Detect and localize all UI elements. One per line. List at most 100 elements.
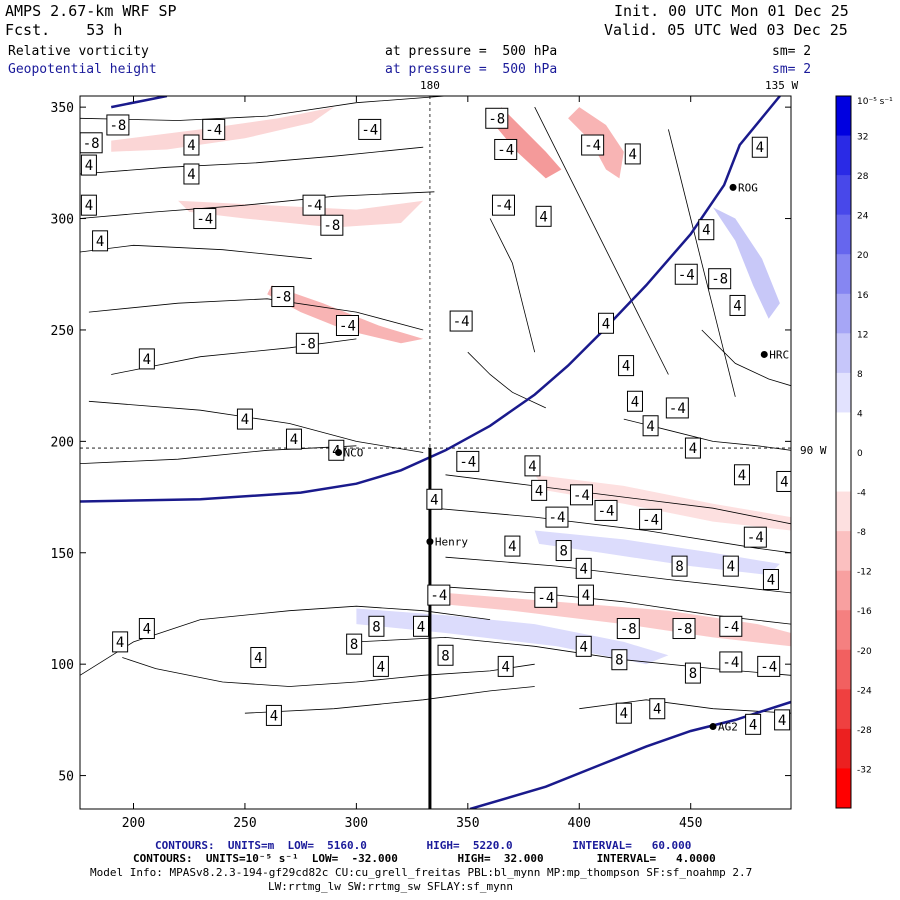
contour-label-text: -4 [361, 122, 378, 138]
contour-label: -8 [616, 618, 640, 640]
vort-contour-17 [534, 106, 669, 375]
station-nco: NCO [335, 447, 363, 460]
y-tick-label: 50 [58, 770, 74, 785]
colorbar-tick-label: 12 [857, 330, 868, 340]
contour-label: 4 [722, 555, 739, 577]
contour-label-box [413, 615, 430, 637]
contour-label-text: 4 [767, 573, 775, 589]
contour-label: 8 [611, 649, 628, 671]
contour-label: 4 [531, 479, 548, 501]
contour-label: 4 [575, 557, 592, 579]
contour-label-box [671, 555, 688, 577]
contour-label-box [733, 464, 750, 486]
contour-label-box [577, 584, 594, 606]
x-tick-label: 350 [456, 816, 479, 831]
contour-label-text: -8 [488, 111, 505, 127]
contour-label: -4 [545, 506, 569, 528]
contour-label-text: -4 [584, 138, 601, 154]
contour-label-text: -4 [722, 619, 739, 635]
station-label: Henry [435, 536, 468, 549]
contour-label-box [250, 646, 267, 668]
contour-label-box [449, 310, 473, 332]
contour-label-text: -8 [299, 336, 316, 352]
colorbar-tick-label: 24 [857, 212, 869, 222]
y-tick-label: 150 [51, 547, 74, 562]
contour-label-box [618, 355, 635, 377]
colorbar-tick-label: 8 [857, 370, 863, 380]
contour-label-text: 4 [85, 198, 93, 214]
plot-frame [79, 95, 792, 810]
contour-label-box [497, 655, 514, 677]
contour-label-text: -8 [711, 272, 728, 288]
contour-label: -4 [719, 651, 743, 673]
contour-label: -4 [569, 484, 593, 506]
colorbar-segment [836, 689, 851, 730]
contour-label-text: 4 [187, 167, 195, 183]
contour-label-text: 4 [631, 394, 639, 410]
contour-label: 4 [265, 704, 282, 726]
axes: 200 250 300 350 400 450 50 100 150 200 250 300 350 [51, 96, 791, 831]
contour-label-text: 8 [441, 648, 449, 664]
station-henry: Henry [426, 536, 468, 549]
contour-label: -4 [193, 208, 217, 230]
contour-label-text: 8 [675, 559, 683, 575]
colorbar-segment [836, 570, 851, 611]
contour-label-box [372, 655, 389, 677]
contour-label: -4 [456, 450, 480, 472]
vort-band-1 [178, 200, 424, 228]
contour-label-box [649, 698, 666, 720]
contour-label-text: 4 [143, 622, 151, 638]
contour-label-box [672, 618, 696, 640]
contour-label-text: -4 [339, 318, 356, 334]
colorbar-segment [836, 96, 851, 137]
contour-label-box [437, 644, 454, 666]
contour-label-text: 4 [602, 316, 610, 332]
contour-label-text: -4 [459, 454, 476, 470]
colorbar: 10⁻⁵ s⁻¹ 32 28 24 20 16 12 8 4 0 -4 -8 -12 -16 -20 -24 -… [835, 95, 893, 809]
contour-label: 4 [80, 194, 97, 216]
contour-label-text: 4 [417, 619, 425, 635]
contour-label-box [504, 535, 521, 557]
contour-label-box [295, 332, 319, 354]
contour-label-box [138, 618, 155, 640]
colorbar-tick-label: -16 [857, 607, 872, 617]
contour-label-box [642, 415, 659, 437]
contour-label: 4 [774, 709, 791, 731]
contour-label-text: -4 [549, 510, 566, 526]
contour-label: 4 [624, 143, 641, 165]
contour-label-text: 8 [559, 544, 567, 560]
contour-label-box [639, 508, 663, 530]
contour-label-text: -4 [205, 122, 222, 138]
contour-label: -4 [302, 194, 326, 216]
contour-label-text: 4 [733, 298, 741, 314]
colorbar-tick-label: 28 [857, 172, 869, 182]
contour-label-text: -4 [642, 512, 659, 528]
colorbar-tick-label: -8 [857, 528, 866, 538]
contour-label-box [624, 143, 641, 165]
contour-label-text: -4 [196, 212, 213, 228]
x-tick-label: 300 [345, 816, 368, 831]
contour-label: 8 [368, 615, 385, 637]
contour-label-box [719, 615, 743, 637]
contour-label-text: 4 [539, 209, 547, 225]
contour-label-text: 4 [756, 140, 764, 156]
colorbar-segment [836, 412, 851, 453]
vort-contour-7 [80, 445, 357, 464]
contour-label-box [531, 479, 548, 501]
contour-label-text: 8 [350, 637, 358, 653]
colorbar-tick-label: 16 [857, 291, 869, 301]
contour-label-text: -8 [620, 622, 637, 638]
contour-label-text: 4 [778, 713, 786, 729]
contour-label: -8 [106, 114, 130, 136]
height-contour-5100 [110, 96, 168, 109]
contour-label: -4 [534, 586, 558, 608]
contour-label-text: -4 [497, 142, 514, 158]
contour-label-box [80, 154, 97, 176]
x-tick-label: 450 [679, 816, 702, 831]
contour-label: 4 [684, 437, 701, 459]
guide-lines [80, 96, 791, 449]
colorbar-segment [836, 768, 851, 809]
vort-contour-5 [111, 338, 357, 375]
contour-label-text: -8 [83, 136, 100, 152]
field2-name: Geopotential height [8, 62, 157, 77]
